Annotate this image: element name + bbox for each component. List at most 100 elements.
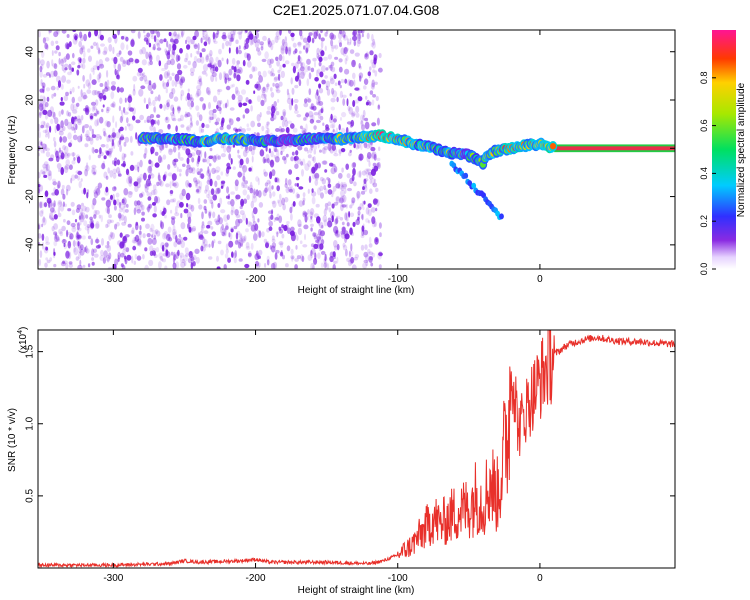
noise-blob: [157, 94, 161, 102]
noise-blob: [116, 86, 120, 93]
noise-blob: [357, 210, 361, 216]
noise-blob: [53, 234, 60, 242]
noise-blob: [275, 88, 279, 92]
noise-blob: [91, 105, 96, 112]
noise-blob: [119, 97, 123, 104]
noise-blob: [85, 108, 90, 116]
noise-blob: [348, 211, 351, 218]
noise-blob: [269, 192, 272, 199]
noise-blob: [230, 158, 233, 165]
noise-blob: [179, 252, 184, 258]
noise-blob: [196, 50, 200, 56]
noise-blob: [262, 86, 266, 92]
noise-blob: [246, 52, 249, 58]
noise-blob: [308, 88, 312, 96]
noise-blob: [120, 206, 124, 210]
noise-blob: [356, 39, 361, 47]
noise-blob: [189, 251, 194, 256]
noise-blob: [227, 166, 232, 170]
noise-blob: [267, 58, 272, 66]
noise-blob: [339, 197, 344, 204]
noise-blob: [118, 207, 124, 213]
noise-blob: [351, 162, 356, 169]
noise-blob: [41, 242, 45, 250]
noise-blob: [93, 191, 98, 199]
noise-blob: [102, 127, 106, 134]
noise-blob: [198, 125, 203, 134]
noise-blob: [305, 111, 309, 118]
chart-title: C2E1.2025.071.07.04.G08: [273, 2, 440, 18]
noise-blob: [275, 111, 280, 116]
noise-blob: [92, 147, 95, 155]
noise-blob: [326, 263, 330, 269]
noise-blob: [106, 244, 112, 252]
noise-blob: [205, 55, 209, 63]
noise-blob: [136, 238, 142, 246]
noise-blob: [148, 174, 151, 180]
noise-blob: [45, 151, 51, 158]
noise-blob: [95, 134, 101, 138]
noise-blob: [91, 164, 97, 170]
noise-blob: [216, 174, 221, 181]
noise-blob: [234, 179, 239, 187]
noise-blob: [274, 156, 280, 163]
noise-blob: [241, 89, 246, 95]
noise-blob: [84, 165, 90, 172]
noise-blob: [73, 128, 76, 134]
noise-blob: [47, 173, 53, 181]
noise-blob: [376, 199, 380, 207]
noise-blob: [120, 35, 125, 40]
noise-blob: [377, 104, 381, 110]
noise-blob: [246, 60, 252, 68]
noise-blob: [333, 260, 337, 265]
noise-blob: [368, 171, 372, 176]
noise-blob: [235, 90, 241, 96]
noise-blob: [245, 245, 251, 250]
noise-blob: [235, 46, 239, 55]
noise-blob: [191, 167, 196, 175]
noise-blob: [318, 88, 324, 94]
noise-blob: [136, 255, 142, 261]
noise-blob: [296, 182, 299, 188]
noise-blob: [268, 220, 274, 227]
noise-blob: [60, 152, 65, 160]
noise-blob: [324, 188, 328, 195]
noise-blob: [272, 261, 278, 269]
noise-blob: [237, 242, 242, 249]
noise-blob: [270, 68, 275, 75]
noise-blob: [360, 234, 365, 239]
noise-blob: [124, 255, 127, 262]
noise-blob: [339, 30, 342, 35]
noise-blob: [195, 182, 198, 187]
noise-blob: [310, 243, 315, 248]
noise-blob: [185, 180, 190, 188]
noise-blob: [124, 136, 130, 143]
noise-blob: [139, 173, 144, 180]
noise-blob: [209, 60, 212, 64]
noise-blob: [313, 31, 318, 40]
noise-blob: [375, 95, 379, 102]
noise-blob: [121, 264, 126, 269]
noise-blob: [185, 39, 187, 45]
noise-blob: [52, 203, 55, 211]
noise-blob: [53, 63, 58, 70]
noise-blob: [170, 58, 175, 66]
noise-blob: [349, 258, 354, 265]
noise-blob: [98, 92, 104, 99]
noise-blob: [230, 30, 235, 36]
noise-blob: [55, 150, 59, 159]
noise-blob: [82, 264, 86, 268]
noise-blob: [43, 245, 49, 254]
noise-blob: [77, 96, 83, 102]
noise-blob: [280, 147, 285, 153]
noise-blob: [151, 189, 156, 196]
noise-blob: [60, 261, 66, 267]
noise-blob: [342, 242, 346, 248]
noise-blob: [67, 112, 72, 117]
noise-blob: [282, 117, 288, 122]
noise-blob: [223, 214, 229, 222]
noise-blob: [274, 252, 278, 260]
noise-blob: [51, 93, 54, 99]
noise-blob: [250, 200, 254, 209]
colorbar: 0.00.20.40.60.8 Normalized spectral ampl…: [699, 30, 747, 275]
